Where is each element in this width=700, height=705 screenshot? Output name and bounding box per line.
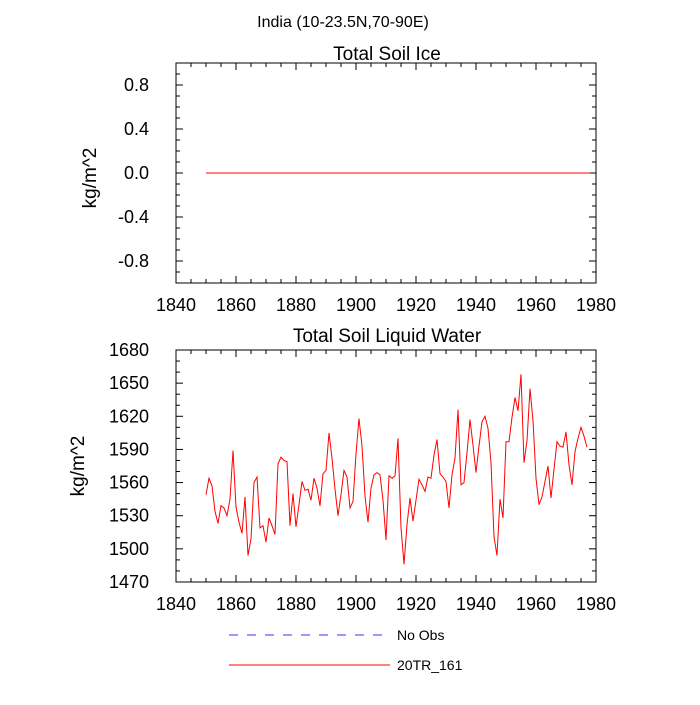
x-tick-label: 1920	[396, 594, 436, 614]
x-tick-label: 1940	[456, 594, 496, 614]
panel-title: Total Soil Liquid Water	[293, 326, 482, 347]
panel-total-soil-ice: Total Soil Ice kg/m^2 1840 1860 1880 1900 19…	[80, 44, 616, 315]
panel-title: Total Soil Ice	[333, 44, 441, 65]
x-tick-label: 1860	[216, 295, 256, 315]
y-tick-label: 1500	[109, 539, 149, 559]
legend-label-no-obs: No Obs	[397, 627, 444, 643]
x-tick-label: 1980	[576, 594, 616, 614]
x-tick-label: 1920	[396, 295, 436, 315]
y-tick-label: 0.4	[124, 119, 149, 139]
axis-ticks	[175, 349, 597, 583]
x-tick-label: 1960	[516, 295, 556, 315]
figure-suptitle: India (10-23.5N,70-90E)	[257, 14, 429, 31]
y-tick-label: 0.8	[124, 75, 149, 95]
x-tick-label: 1860	[216, 594, 256, 614]
y-tick-label: 1650	[109, 373, 149, 393]
x-tick-label: 1880	[276, 295, 316, 315]
series-line-20tr-161	[205, 374, 588, 565]
plot-frame	[175, 349, 597, 583]
y-tick-label: 1470	[109, 572, 149, 592]
x-tick-label: 1880	[276, 594, 316, 614]
axis-ticks	[175, 62, 597, 284]
x-tick-label: 1960	[516, 594, 556, 614]
y-tick-label: 1560	[109, 473, 149, 493]
x-tick-label: 1840	[156, 295, 196, 315]
x-tick-label: 1900	[336, 295, 376, 315]
panel-total-soil-liquid-water: Total Soil Liquid Water kg/m^2 1840 1860 1…	[68, 326, 616, 614]
y-axis-label: kg/m^2	[80, 148, 101, 209]
y-tick-label: 1620	[109, 406, 149, 426]
x-tick-label: 1840	[156, 594, 196, 614]
y-tick-label: 1530	[109, 506, 149, 526]
x-tick-labels: 1840 1860 1880 1900 1920 1940 1960 1980	[156, 594, 616, 614]
x-tick-label: 1980	[576, 295, 616, 315]
y-tick-labels: 1470 1500 1530 1560 1590 1620 1650 1680	[109, 340, 149, 592]
x-tick-label: 1940	[456, 295, 496, 315]
legend: No Obs 20TR_161	[229, 627, 463, 673]
y-tick-label: 1590	[109, 439, 149, 459]
y-tick-labels: -0.8 -0.4 0.0 0.4 0.8	[118, 75, 149, 271]
y-tick-label: -0.4	[118, 207, 149, 227]
x-tick-labels: 1840 1860 1880 1900 1920 1940 1960 1980	[156, 295, 616, 315]
x-tick-label: 1900	[336, 594, 376, 614]
legend-label-20tr-161: 20TR_161	[397, 657, 463, 673]
y-axis-label: kg/m^2	[68, 436, 89, 497]
y-tick-label: -0.8	[118, 251, 149, 271]
y-tick-label: 1680	[109, 340, 149, 360]
series-group	[205, 374, 588, 565]
y-tick-label: 0.0	[124, 163, 149, 183]
